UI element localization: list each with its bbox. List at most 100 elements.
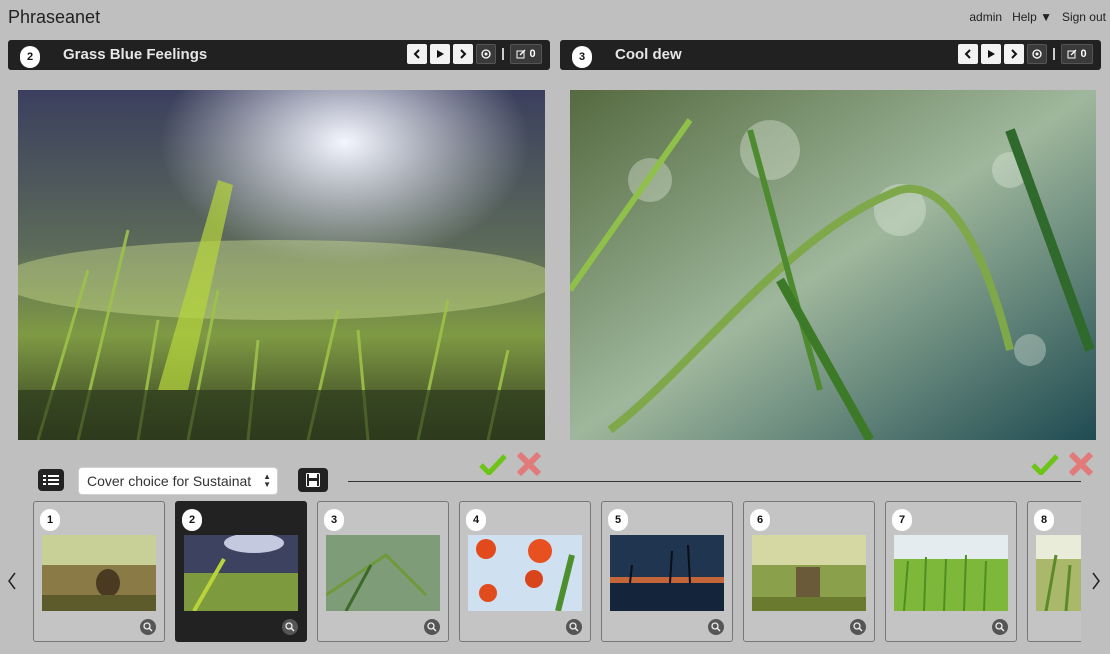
zoom-button[interactable] xyxy=(850,619,866,635)
thumbnail-image xyxy=(610,535,724,611)
play-button[interactable] xyxy=(981,44,1001,64)
edit-count: 0 xyxy=(529,48,536,60)
thumbnail-image xyxy=(1036,535,1081,611)
thumbnail-number: 1 xyxy=(40,509,60,531)
check-icon xyxy=(479,454,507,475)
help-menu[interactable]: Help ▼ xyxy=(1012,10,1052,24)
next-button[interactable] xyxy=(453,44,473,64)
thumbnail-image xyxy=(752,535,866,611)
thumbnail-strip: 1 2 3 4 5 6 xyxy=(25,500,1081,645)
zoom-button[interactable] xyxy=(282,619,298,635)
target-icon xyxy=(481,49,491,59)
check-icon xyxy=(1031,454,1059,475)
cross-icon xyxy=(516,451,542,477)
top-nav: admin Help ▼ Sign out xyxy=(969,10,1106,24)
right-vote-controls xyxy=(1030,450,1096,478)
left-panel-header: 2 Grass Blue Feelings 0 xyxy=(8,40,550,70)
thumbnail-1[interactable]: 1 xyxy=(33,501,165,642)
basket-select-value: Cover choice for Sustainat xyxy=(87,473,252,489)
approve-button[interactable] xyxy=(478,450,508,478)
thumbnail-3[interactable]: 3 xyxy=(317,501,449,642)
chevron-left-icon xyxy=(413,49,420,59)
app-title: Phraseanet xyxy=(8,7,101,27)
approve-button[interactable] xyxy=(1030,450,1060,478)
chevron-right-icon xyxy=(460,49,467,59)
magnifier-icon xyxy=(853,622,863,632)
chevron-left-icon xyxy=(964,49,971,59)
thumbnail-image xyxy=(42,535,156,611)
magnifier-icon xyxy=(995,622,1005,632)
save-button[interactable] xyxy=(298,468,328,492)
thumbnail-number: 3 xyxy=(324,509,344,531)
list-view-button[interactable] xyxy=(38,469,64,491)
reject-button[interactable] xyxy=(1066,450,1096,478)
left-vote-controls xyxy=(478,450,544,478)
thumbnail-number: 2 xyxy=(182,509,202,531)
thumbnail-5[interactable]: 5 xyxy=(601,501,733,642)
edit-count: 0 xyxy=(1080,48,1087,60)
thumbnail-number: 6 xyxy=(750,509,770,531)
right-record-title: Cool dew xyxy=(615,46,682,63)
edit-icon xyxy=(516,49,526,59)
magnifier-icon xyxy=(711,622,721,632)
select-arrows-icon: ▲ ▼ xyxy=(263,472,271,489)
user-link[interactable]: admin xyxy=(969,10,1003,24)
zoom-button[interactable] xyxy=(708,619,724,635)
left-controls: 0 xyxy=(407,44,542,64)
toolbar-divider xyxy=(348,481,1081,482)
magnifier-icon xyxy=(143,622,153,632)
previous-button[interactable] xyxy=(958,44,978,64)
right-preview-image[interactable] xyxy=(570,90,1096,440)
basket-select[interactable]: Cover choice for Sustainat ▲ ▼ xyxy=(78,467,278,495)
magnifier-icon xyxy=(427,622,437,632)
details-button[interactable] xyxy=(476,44,496,64)
reject-button[interactable] xyxy=(514,450,544,478)
chevron-right-icon xyxy=(1011,49,1018,59)
cross-icon xyxy=(1068,451,1094,477)
sign-out-link[interactable]: Sign out xyxy=(1061,10,1106,24)
right-panel-header: 3 Cool dew 0 xyxy=(560,40,1101,70)
scroll-right-button[interactable] xyxy=(1089,570,1103,592)
edit-icon xyxy=(1067,49,1077,59)
top-bar: Phraseanet admin Help ▼ Sign out xyxy=(0,0,1110,36)
divider xyxy=(502,48,504,60)
thumbnail-number: 4 xyxy=(466,509,486,531)
magnifier-icon xyxy=(285,622,295,632)
thumbnail-number: 8 xyxy=(1034,509,1054,531)
divider xyxy=(1053,48,1055,60)
edit-count-button[interactable]: 0 xyxy=(1061,44,1093,64)
thumbnail-7[interactable]: 7 xyxy=(885,501,1017,642)
chevron-left-icon xyxy=(8,572,16,590)
thumbnail-number: 7 xyxy=(892,509,912,531)
zoom-button[interactable] xyxy=(992,619,1008,635)
magnifier-icon xyxy=(569,622,579,632)
thumbnail-image xyxy=(894,535,1008,611)
left-preview-image[interactable] xyxy=(18,90,545,440)
edit-count-button[interactable]: 0 xyxy=(510,44,542,64)
zoom-button[interactable] xyxy=(424,619,440,635)
thumbnail-image xyxy=(468,535,582,611)
right-record-index: 3 xyxy=(572,46,592,68)
play-icon xyxy=(437,50,444,58)
thumbnail-6[interactable]: 6 xyxy=(743,501,875,642)
details-button[interactable] xyxy=(1027,44,1047,64)
thumbnail-4[interactable]: 4 xyxy=(459,501,591,642)
left-record-index: 2 xyxy=(20,46,40,68)
thumbnail-number: 5 xyxy=(608,509,628,531)
zoom-button[interactable] xyxy=(140,619,156,635)
chevron-right-icon xyxy=(1092,572,1100,590)
play-button[interactable] xyxy=(430,44,450,64)
scroll-left-button[interactable] xyxy=(5,570,19,592)
next-button[interactable] xyxy=(1004,44,1024,64)
target-icon xyxy=(1032,49,1042,59)
zoom-button[interactable] xyxy=(566,619,582,635)
play-icon xyxy=(988,50,995,58)
floppy-disk-icon xyxy=(306,473,320,487)
thumbnail-8[interactable]: 8 xyxy=(1027,501,1081,642)
left-record-title: Grass Blue Feelings xyxy=(63,46,208,63)
previous-button[interactable] xyxy=(407,44,427,64)
right-controls: 0 xyxy=(958,44,1093,64)
thumbnail-image xyxy=(326,535,440,611)
list-icon xyxy=(43,475,59,485)
thumbnail-2[interactable]: 2 xyxy=(175,501,307,642)
